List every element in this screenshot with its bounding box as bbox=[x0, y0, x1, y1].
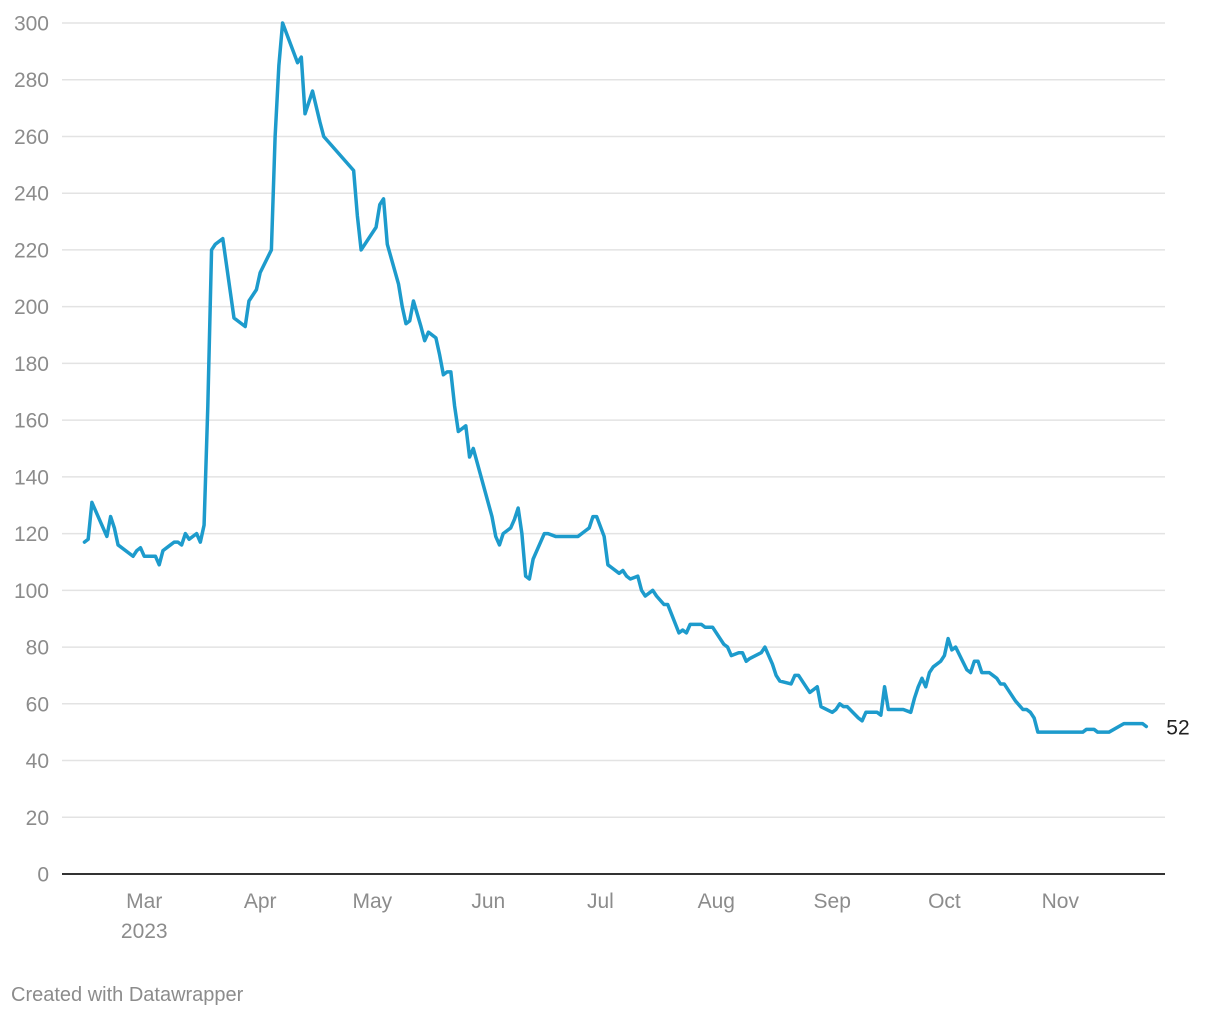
x-tick-label: Aug bbox=[698, 890, 735, 913]
y-tick-label: 100 bbox=[14, 580, 49, 603]
y-tick-label: 220 bbox=[14, 239, 49, 262]
y-tick-label: 120 bbox=[14, 523, 49, 546]
gridlines bbox=[62, 22, 1165, 819]
y-tick-label: 200 bbox=[14, 296, 49, 319]
x-tick-label: Sep bbox=[814, 890, 851, 913]
y-tick-label: 80 bbox=[26, 637, 49, 660]
x-tick-label: Jul bbox=[587, 890, 614, 913]
x-tick-label: May bbox=[352, 890, 392, 913]
x-tick-label: Mar bbox=[126, 890, 162, 913]
y-tick-label: 280 bbox=[14, 69, 49, 92]
x-tick-label: Oct bbox=[928, 890, 961, 913]
y-tick-label: 60 bbox=[26, 693, 49, 716]
y-tick-label: 180 bbox=[14, 353, 49, 376]
y-tick-label: 300 bbox=[14, 13, 49, 36]
credit-text: Created with Datawrapper bbox=[11, 984, 244, 1006]
x-tick-sublabel: 2023 bbox=[121, 920, 168, 943]
y-tick-label: 160 bbox=[14, 410, 49, 433]
x-tick-label: Nov bbox=[1042, 890, 1080, 913]
x-axis: Mar 2023 Apr May Jun Jul Aug Sep Oct Nov bbox=[62, 873, 1165, 943]
y-tick-label: 240 bbox=[14, 183, 49, 206]
y-tick-label: 0 bbox=[37, 864, 49, 887]
y-tick-label: 260 bbox=[14, 126, 49, 149]
y-axis: 0 20 40 60 80 100 120 140 160 180 200 220 240 260 280 3… bbox=[14, 13, 49, 887]
series-layer bbox=[82, 21, 1149, 734]
y-tick-label: 20 bbox=[26, 807, 49, 830]
end-value-label: 52 bbox=[1166, 716, 1189, 739]
x-tick-label: Jun bbox=[471, 890, 505, 913]
y-tick-label: 140 bbox=[14, 466, 49, 489]
y-tick-label: 40 bbox=[26, 750, 49, 773]
end-label-layer: 52 bbox=[1166, 716, 1189, 739]
x-tick-label: Apr bbox=[244, 890, 277, 913]
series-line bbox=[82, 21, 1149, 734]
